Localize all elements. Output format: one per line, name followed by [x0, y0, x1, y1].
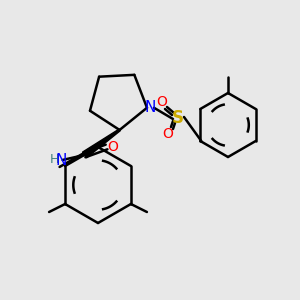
- Text: O: O: [107, 140, 118, 154]
- Text: N: N: [144, 100, 156, 115]
- Text: S: S: [172, 109, 184, 127]
- Text: O: O: [157, 95, 167, 109]
- Text: H: H: [50, 154, 59, 166]
- Text: N: N: [56, 154, 67, 169]
- Text: O: O: [163, 127, 173, 141]
- Polygon shape: [82, 129, 120, 158]
